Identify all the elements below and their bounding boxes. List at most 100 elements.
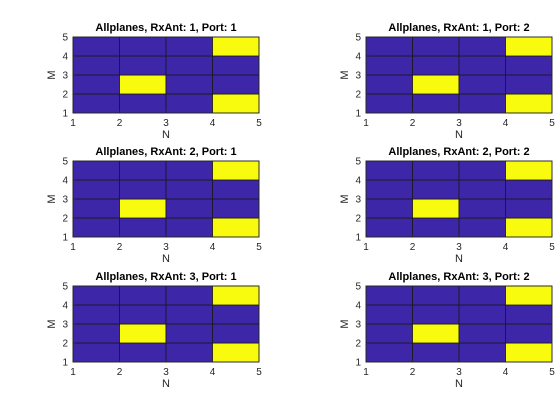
heatmap-cell [412,198,460,219]
heatmap-cell [212,36,260,57]
heatmap-cell [119,36,167,57]
x-tick-label: 3 [163,367,169,378]
y-tick-label: 3 [355,320,361,331]
heatmap-cell [165,304,213,325]
heatmap-cell [212,198,260,219]
y-tick-label: 4 [62,52,68,63]
x-axis-label: N [455,129,463,141]
x-tick-label: 4 [503,242,509,253]
y-tick-label: 5 [62,282,68,293]
heatmap-cell [458,55,506,76]
heatmap-cell [165,74,213,95]
heatmap-cell [458,342,506,363]
y-tick-label: 5 [62,157,68,168]
x-tick-label: 5 [256,367,262,378]
heatmap-cell [72,160,120,181]
heatmap-panel: 1 2 3 4 5 1 2 3 4 5 Allplanes, RxAnt: 1, Port: 1 N M [46,22,262,141]
y-tick-label: 2 [355,90,361,101]
heatmap-cell [212,217,260,238]
heatmap-cell [365,160,413,181]
panel-title: Allplanes, RxAnt: 3, Port: 2 [388,271,529,283]
heatmap-cell [505,160,553,181]
x-axis-label: N [162,253,170,265]
x-tick-label: 3 [456,367,462,378]
y-axis-label: M [339,194,351,203]
heatmap-cell [165,217,213,238]
x-tick-label: 2 [410,367,416,378]
heatmap-cell [72,285,120,306]
heatmap-cell [212,160,260,181]
heatmap-cell [458,217,506,238]
x-tick-label: 1 [70,242,76,253]
y-axis-label: M [46,70,58,79]
y-tick-label: 3 [62,195,68,206]
heatmap-cell [412,160,460,181]
heatmap-cell [505,74,553,95]
y-tick-label: 2 [355,214,361,225]
heatmap-cell [505,323,553,344]
heatmap-cell [458,74,506,95]
panel-title: Allplanes, RxAnt: 1, Port: 1 [95,22,236,34]
x-tick-label: 2 [117,242,123,253]
y-tick-label: 4 [355,301,361,312]
heatmap-cell [458,198,506,219]
heatmap-panel: 1 2 3 4 5 1 2 3 4 5 Allplanes, RxAnt: 1, Port: 2 N M [339,22,555,141]
y-tick-label: 4 [355,52,361,63]
heatmap-cell [119,217,167,238]
heatmap-cell [212,323,260,344]
y-tick-label: 2 [62,90,68,101]
x-axis-label: N [455,378,463,390]
y-tick-label: 1 [62,109,68,120]
heatmap-cell [212,304,260,325]
heatmap-cell [212,55,260,76]
heatmap-cell [165,93,213,114]
y-tick-label: 4 [355,176,361,187]
heatmap-cell [505,217,553,238]
panel-title: Allplanes, RxAnt: 1, Port: 2 [388,22,529,34]
x-tick-label: 2 [117,367,123,378]
heatmap-cell [365,342,413,363]
heatmap-cell [365,198,413,219]
heatmap-cell [72,217,120,238]
heatmap-cell [165,179,213,200]
heatmap-cell [365,55,413,76]
heatmap-panel: 1 2 3 4 5 1 2 3 4 5 Allplanes, RxAnt: 2, Port: 2 N M [339,146,555,265]
x-tick-label: 3 [163,118,169,129]
x-tick-label: 2 [410,242,416,253]
heatmap-cell [458,36,506,57]
heatmap-cell [119,179,167,200]
heatmap-cell [72,323,120,344]
heatmap-cell [365,285,413,306]
x-tick-label: 4 [503,118,509,129]
heatmap-cell [505,93,553,114]
heatmap-cell [72,304,120,325]
heatmap-cell [458,93,506,114]
y-tick-label: 2 [62,214,68,225]
x-tick-label: 2 [117,118,123,129]
panel-title: Allplanes, RxAnt: 2, Port: 1 [95,146,236,158]
heatmap-cell [458,323,506,344]
heatmap-panel: 1 2 3 4 5 1 2 3 4 5 Allplanes, RxAnt: 2, Port: 1 N M [46,146,262,265]
y-axis-label: M [339,70,351,79]
heatmap-cell [119,93,167,114]
y-tick-label: 3 [355,71,361,82]
heatmap-cell [72,342,120,363]
heatmap-cell [365,304,413,325]
heatmap-cell [505,36,553,57]
y-tick-label: 1 [355,358,361,369]
y-tick-label: 5 [62,33,68,44]
y-tick-label: 1 [62,233,68,244]
heatmap-cell [165,323,213,344]
x-tick-label: 4 [210,242,216,253]
heatmap-cell [412,36,460,57]
heatmap-cell [505,55,553,76]
heatmap-cell [165,55,213,76]
x-tick-label: 1 [363,242,369,253]
y-axis-label: M [46,194,58,203]
heatmap-cell [458,285,506,306]
x-tick-label: 1 [70,118,76,129]
x-tick-label: 4 [503,367,509,378]
heatmap-panel: 1 2 3 4 5 1 2 3 4 5 Allplanes, RxAnt: 3, Port: 1 N M [46,271,262,390]
heatmap-panel: 1 2 3 4 5 1 2 3 4 5 Allplanes, RxAnt: 3, Port: 2 N M [339,271,555,390]
